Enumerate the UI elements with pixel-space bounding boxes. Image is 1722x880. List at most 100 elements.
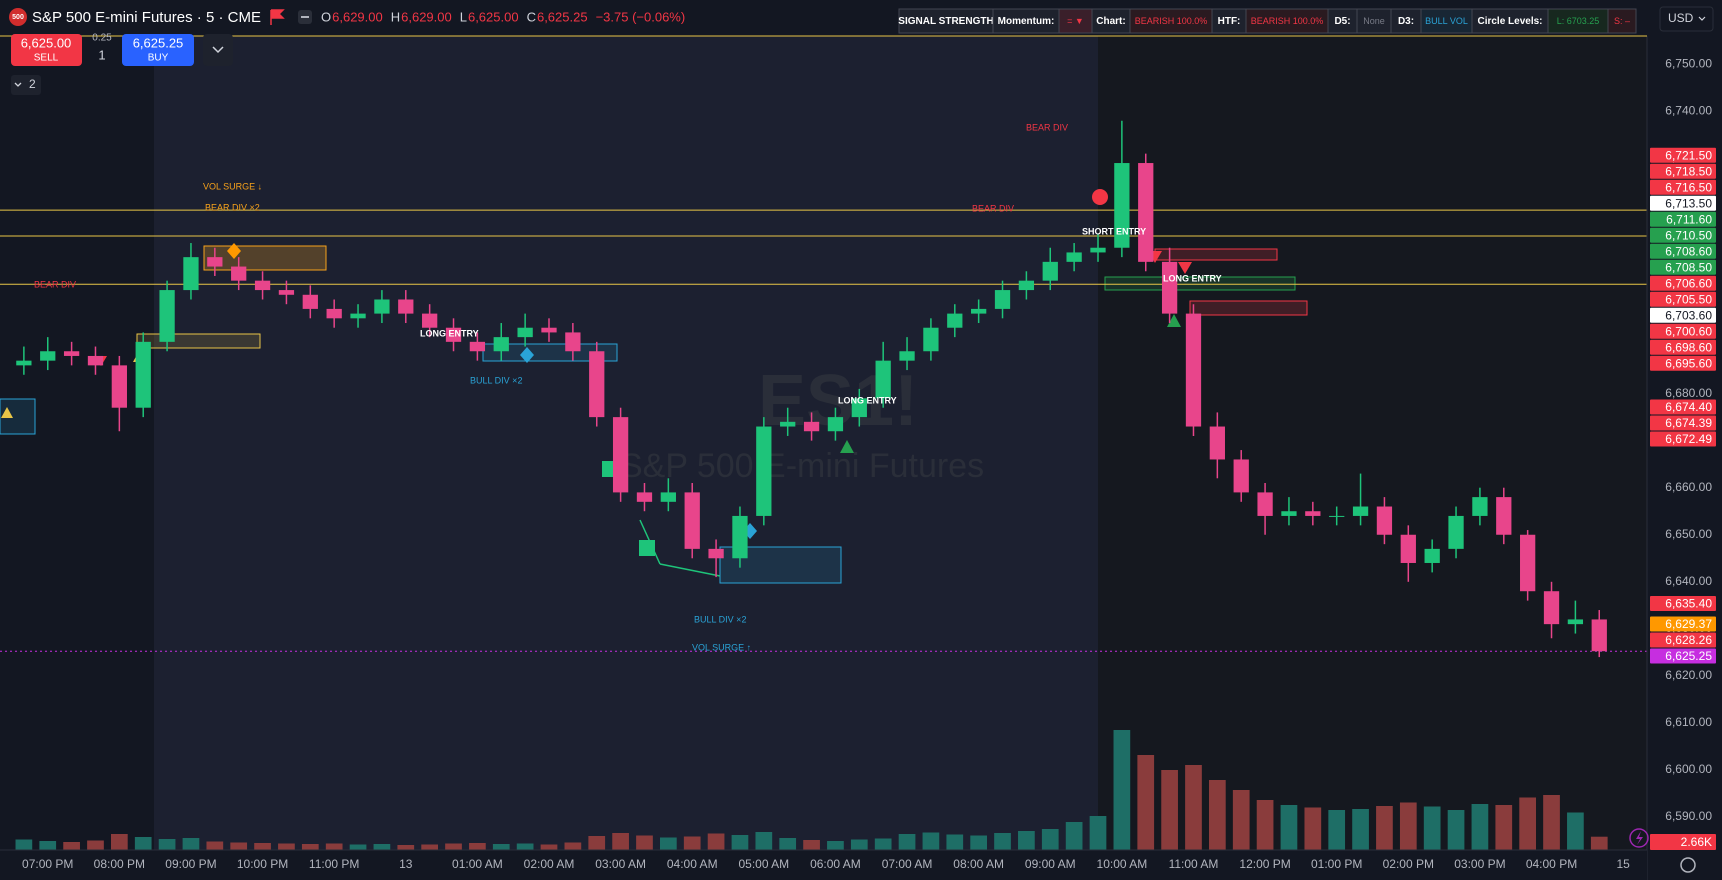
- x-tick-label: 11:00 AM: [1169, 857, 1219, 871]
- flag-icon[interactable]: [270, 9, 285, 25]
- alert-icon[interactable]: [1629, 828, 1649, 848]
- price-tag: [1650, 616, 1716, 632]
- volume-bar: [1208, 780, 1226, 850]
- currency: USD: [1668, 11, 1694, 25]
- volume-bar: [1519, 797, 1537, 850]
- candle-body: [207, 257, 223, 267]
- signal-cell: [1420, 8, 1473, 34]
- candle-body: [135, 341, 151, 408]
- ohlc-legend: O 6,629.00 H 6,629.00 L 6,625.00 C 6,625.25: [321, 9, 588, 24]
- volume-bar: [659, 837, 677, 850]
- x-tick-label: 10:00 AM: [1097, 857, 1148, 871]
- candle-body: [1424, 548, 1440, 563]
- currency-button[interactable]: [1659, 6, 1714, 32]
- price-tag-label: 6,721.50: [1665, 148, 1712, 162]
- y-tick-label: 6,610.00: [1665, 715, 1712, 729]
- ohlc-key: L: [460, 9, 467, 24]
- y-tick-label: 6,640.00: [1665, 574, 1712, 588]
- candle-body: [87, 355, 104, 366]
- candle-body: [16, 360, 32, 366]
- signal-cell: [1390, 8, 1422, 34]
- candle-body: [1161, 261, 1178, 314]
- volume-bar: [898, 834, 916, 850]
- annotation: BULL DIV ×2: [694, 614, 746, 624]
- buy-label: BUY: [148, 53, 169, 64]
- candle-body: [63, 351, 80, 356]
- price-tag-label: 6,674.39: [1665, 416, 1712, 430]
- x-tick-label: 06:00 AM: [810, 857, 861, 871]
- volume-tag-label: 2.66K: [1681, 835, 1712, 849]
- signal-marker: [1, 407, 13, 418]
- signal-marker: [1178, 262, 1192, 274]
- symbol-icon: [9, 8, 27, 26]
- volume-bar: [1185, 765, 1202, 850]
- annotation: SHORT ENTRY: [1082, 226, 1146, 236]
- signal-marker: [639, 519, 721, 577]
- volume-bar: [110, 834, 128, 850]
- candle-body: [1376, 506, 1393, 535]
- signal-marker: [227, 243, 241, 259]
- symbol-title[interactable]: S&P 500 E-mini Futures · 5 · CME: [32, 9, 261, 26]
- signal-cell-text: BEARISH 100.0%: [1251, 16, 1324, 26]
- sell-price: 6,625.00: [21, 35, 72, 50]
- x-tick-label: 12:00 PM: [1239, 857, 1290, 871]
- volume-bar: [87, 840, 104, 850]
- candle-body: [1042, 261, 1058, 281]
- price-tag: [1650, 307, 1716, 323]
- candle-body: [422, 313, 438, 328]
- volume-bar: [1280, 805, 1298, 850]
- candle-body: [1257, 492, 1273, 516]
- annotation: BEAR DIV: [972, 203, 1014, 213]
- signal-cell: [1471, 8, 1549, 34]
- order-menu-button[interactable]: [203, 34, 233, 66]
- signal-marker: [1092, 189, 1108, 205]
- price-tag: [1650, 243, 1716, 259]
- signal-cell: [1058, 8, 1093, 34]
- price-tag-label: 6,628.26: [1665, 633, 1712, 647]
- price-tag-label: 6,711.60: [1666, 212, 1712, 226]
- signal-cell: [1327, 8, 1358, 34]
- time-axis-labels: 07:00 PM 08:00 PM 09:00 PM 10:00 PM 11:00 PM…: [22, 857, 1630, 871]
- volume-bar: [492, 844, 510, 850]
- candles: [16, 120, 1607, 658]
- candle-body: [1281, 511, 1297, 516]
- candle-body: [159, 290, 175, 342]
- quantity[interactable]: 1: [98, 47, 105, 62]
- price-tag: [1650, 147, 1716, 163]
- price-tag-label: 6,672.49: [1665, 432, 1712, 446]
- candle-body: [1329, 515, 1345, 517]
- buy-button[interactable]: [122, 34, 194, 66]
- sell-label: SELL: [34, 53, 59, 64]
- price-tag-label: 6,700.60: [1665, 324, 1712, 338]
- price-tag: [1650, 195, 1716, 211]
- volume-bar: [373, 844, 391, 850]
- annotation: VOL SURGE ↓: [203, 181, 262, 191]
- volume-bar: [874, 838, 892, 850]
- candle-body: [541, 327, 557, 333]
- x-tick-label: 07:00 AM: [882, 857, 933, 871]
- x-tick-label: 01:00 AM: [452, 857, 503, 871]
- candle-body: [851, 398, 867, 418]
- price-tag-label: 6,625.25: [1665, 649, 1712, 663]
- signal-cell: [1245, 8, 1329, 34]
- volume-bar: [230, 842, 248, 850]
- candle-body: [493, 337, 509, 352]
- watermark-name: S&P 500 E-mini Futures: [620, 447, 984, 485]
- x-tick-label: 08:00 PM: [94, 857, 145, 871]
- indicators-toggle[interactable]: [11, 75, 41, 95]
- signal-cell: [898, 8, 994, 34]
- candle-body: [1114, 163, 1130, 248]
- signal-marker: [203, 245, 327, 271]
- candle-body: [183, 257, 199, 291]
- annotation: BEAR DIV: [1026, 122, 1068, 132]
- signal-cell-text: S: –: [1614, 16, 1630, 26]
- settings-icon[interactable]: [1680, 857, 1696, 873]
- price-tag: [1650, 595, 1716, 611]
- candle-body: [708, 548, 724, 559]
- price-tag: [1650, 227, 1716, 243]
- volume-bar: [182, 838, 200, 850]
- price-tag: [1650, 323, 1716, 339]
- y-tick-label: 6,590.00: [1665, 809, 1712, 823]
- sell-button[interactable]: [11, 34, 82, 66]
- candle-body: [1209, 426, 1225, 460]
